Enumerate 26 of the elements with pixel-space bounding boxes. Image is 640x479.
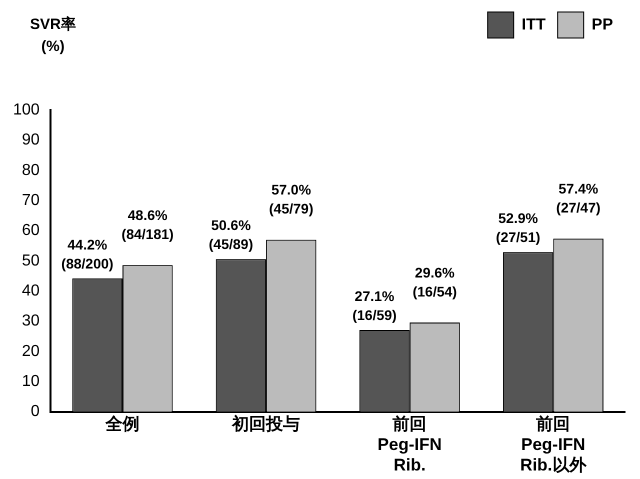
data-label: 48.6% (84/181) <box>122 206 174 242</box>
data-label: 29.6% (16/54) <box>412 264 457 300</box>
y-tick-label: 20 <box>22 342 40 360</box>
data-label: 44.2% (88/200) <box>61 236 114 272</box>
y-tick-label: 70 <box>22 192 40 209</box>
data-label: 57.4% (27/47) <box>556 180 601 216</box>
y-tick-label: 40 <box>22 282 40 300</box>
y-tick-label: 0 <box>30 403 40 420</box>
data-label: 27.1% (16/59) <box>352 288 397 323</box>
x-tick-label: 全例 <box>104 414 140 434</box>
y-tick-label: 10 <box>22 373 40 390</box>
y-tick-label: 50 <box>22 252 40 270</box>
legend-label: ITT <box>522 16 546 34</box>
y-tick-label: 30 <box>22 312 40 330</box>
y-tick-label: 90 <box>22 132 40 149</box>
x-tick-label: 前回 Peg-IFN Rib.以外 <box>520 414 588 474</box>
y-tick-label: 60 <box>22 222 40 240</box>
x-tick-label: 初回投与 <box>231 414 300 434</box>
data-label: 52.9% (27/51) <box>496 210 540 246</box>
x-tick-label: 前回 Peg-IFN Rib. <box>378 414 442 474</box>
data-label: 50.6% (45/89) <box>208 216 254 252</box>
legend-label: PP <box>592 16 614 34</box>
y-tick-label: 80 <box>22 162 40 179</box>
data-label: 57.0% (45/79) <box>269 182 314 217</box>
y-tick-label: 100 <box>12 101 40 118</box>
y-axis-title: SVR率 (%) <box>30 15 76 57</box>
